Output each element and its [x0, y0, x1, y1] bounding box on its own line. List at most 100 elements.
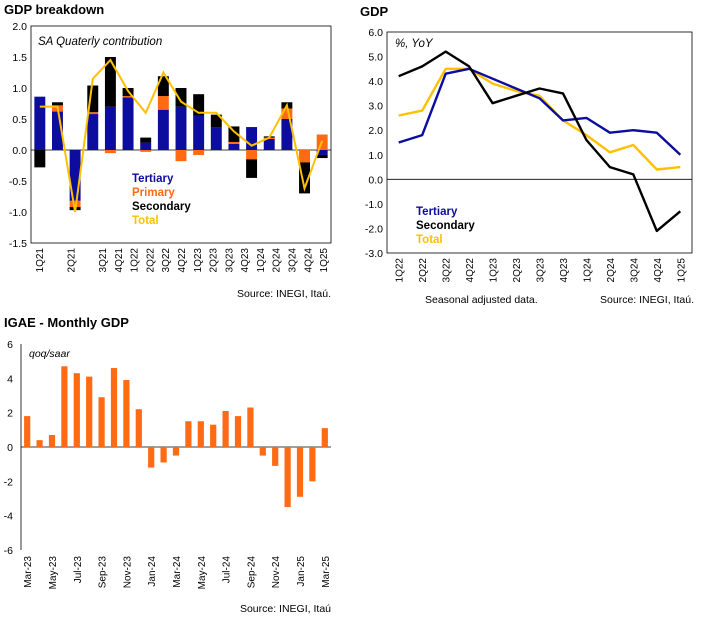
chart2-xtick-label: 3Q22: [442, 258, 453, 283]
chart1-bar-primary-4Q21: [87, 112, 99, 115]
chart1-bar-tertiary-4Q23: [228, 143, 240, 150]
chart2-note: Seasonal adjusted data.: [425, 294, 538, 306]
chart3-xtick-label: Sep-23: [98, 556, 109, 589]
chart3-bar-Aug-24: [234, 416, 242, 447]
chart3-ytick-label: -4: [4, 511, 13, 523]
chart1-bar-tertiary-1Q21: [34, 96, 46, 150]
chart1-legend-tertiary: Tertiary: [132, 173, 174, 185]
chart1-bar-secondary-3Q22: [140, 137, 152, 143]
chart1-xtick-label: 1Q25: [319, 248, 330, 273]
chart1-ytick-label: -1.5: [9, 238, 27, 250]
chart2-legend-tertiary: Tertiary: [416, 206, 458, 218]
chart2-plot-frame: [386, 31, 693, 254]
chart3-title: IGAE - Monthly GDP: [4, 315, 129, 330]
chart1-xtick-label: 4Q24: [303, 248, 314, 273]
chart1-ytick-label: -0.5: [9, 176, 27, 188]
chart2-xtick-label: 1Q22: [395, 258, 406, 283]
chart1-xtick-label: 2Q24: [272, 248, 283, 273]
chart3-bar-Mar-23: [24, 416, 31, 447]
chart1-title: GDP breakdown: [4, 2, 104, 17]
chart1-bar-secondary-2Q23: [193, 94, 205, 116]
chart1-bar-tertiary-4Q21: [87, 114, 99, 150]
chart3-ytick-label: 0: [7, 442, 13, 454]
chart1-bar-secondary-1Q25: [316, 154, 328, 159]
chart1-bar-tertiary-1Q24: [246, 127, 258, 150]
chart3-subtitle: qoq/saar: [29, 348, 70, 360]
chart3-bar-Aug-23: [86, 376, 93, 447]
chart3-bar-Apr-23: [36, 440, 43, 447]
chart1-total-line: [39, 58, 324, 213]
chart3-bar-Dec-24: [284, 447, 291, 508]
chart3-bar-Sep-24: [247, 407, 254, 447]
chart3-ytick-label: -6: [4, 545, 13, 557]
chart2-xtick-label: 1Q23: [489, 258, 500, 283]
chart1-bar-secondary-4Q24: [299, 162, 310, 194]
chart3-ytick-label: 4: [7, 373, 13, 385]
chart1-bar-tertiary-3Q23: [210, 127, 222, 150]
chart2-subtitle: %, YoY: [395, 38, 434, 50]
chart1-xtick-label: 3Q24: [288, 248, 299, 273]
chart1-bar-primary-1Q24: [246, 150, 258, 160]
chart1-xtick-label: 1Q24: [256, 248, 267, 273]
chart1-xtick-label: 3Q21: [98, 248, 109, 273]
chart3-xtick-label: Jan-25: [296, 556, 307, 587]
chart3-bar-Nov-23: [123, 380, 130, 447]
chart2-ytick-label: 5.0: [368, 52, 383, 64]
chart1-bar-primary-1Q23: [175, 150, 187, 162]
chart1-bar-secondary-1Q24: [246, 159, 258, 178]
chart3-bar-Jun-24: [210, 424, 217, 447]
chart2-ytick-label: -1.0: [365, 199, 383, 211]
chart1-ytick-label: 2.0: [12, 21, 27, 33]
chart1-ytick-label: 0.0: [12, 145, 27, 157]
chart2-line-secondary: [398, 50, 682, 233]
chart1-bar-secondary-1Q22: [104, 57, 116, 107]
chart1-legend-secondary: Secondary: [132, 201, 191, 213]
chart2-ytick-label: 2.0: [368, 125, 383, 137]
chart3-ytick-label: 6: [7, 339, 13, 351]
chart2-title: GDP: [360, 4, 389, 19]
chart2-line-total: [398, 67, 681, 171]
chart1-ytick-label: 1.0: [12, 83, 27, 95]
chart1-bar-tertiary-1Q23: [175, 106, 187, 150]
chart3-ytick-label: -2: [4, 476, 13, 488]
chart1-bar-tertiary-3Q24: [281, 119, 293, 150]
chart2-xtick-label: 3Q24: [629, 258, 640, 283]
chart3-bar-Oct-24: [259, 447, 266, 456]
chart1-bar-secondary-4Q23: [228, 126, 240, 142]
chart1-bar-primary-3Q21: [69, 200, 81, 208]
chart1-ytick-label: 1.5: [12, 52, 27, 64]
chart3-bar-Jan-24: [148, 447, 155, 468]
chart1-bar-tertiary-2Q22: [122, 97, 134, 150]
chart1-bar-primary-1Q22: [104, 150, 116, 154]
chart3-xtick-label: May-23: [48, 556, 59, 590]
chart1-xtick-label: 2Q21: [66, 248, 77, 273]
chart1-xtick-label: 1Q21: [35, 248, 46, 273]
chart3-xtick-label: Mar-25: [321, 556, 332, 588]
chart2-xtick-label: 1Q25: [676, 258, 687, 283]
chart3-xtick-label: May-24: [197, 556, 208, 590]
chart3-bar-Jul-24: [222, 410, 229, 447]
chart2-ytick-label: 3.0: [368, 101, 383, 113]
chart1-bar-primary-2Q23: [193, 150, 205, 155]
chart1-bar-primary-2Q22: [122, 96, 134, 98]
chart2-ytick-label: 4.0: [368, 76, 383, 88]
chart1-legend-total: Total: [132, 215, 159, 227]
chart1-bar-tertiary-2Q21: [52, 111, 63, 150]
chart3-bar-May-23: [48, 434, 56, 447]
chart2-xtick-label: 4Q22: [465, 258, 476, 283]
chart2-ytick-label: -3.0: [365, 248, 383, 260]
chart1-xtick-label: 1Q23: [193, 248, 204, 273]
chart3-bar-Mar-25: [321, 428, 328, 447]
chart1-bar-tertiary-2Q23: [193, 115, 205, 150]
chart3-xtick-label: Sep-24: [246, 556, 257, 589]
chart3-bar-Feb-24: [160, 447, 167, 463]
chart1-bars: [34, 57, 328, 211]
chart3-xtick-label: Mar-24: [172, 556, 183, 588]
chart2-legend-secondary: Secondary: [416, 220, 475, 232]
chart3-bar-Sep-23: [98, 397, 105, 447]
chart3-bar-Mar-24: [172, 447, 180, 456]
chart1-bar-secondary-1Q21: [34, 150, 46, 168]
chart2-ytick-label: 6.0: [368, 27, 383, 39]
chart3-xtick-label: Mar-23: [23, 556, 34, 588]
